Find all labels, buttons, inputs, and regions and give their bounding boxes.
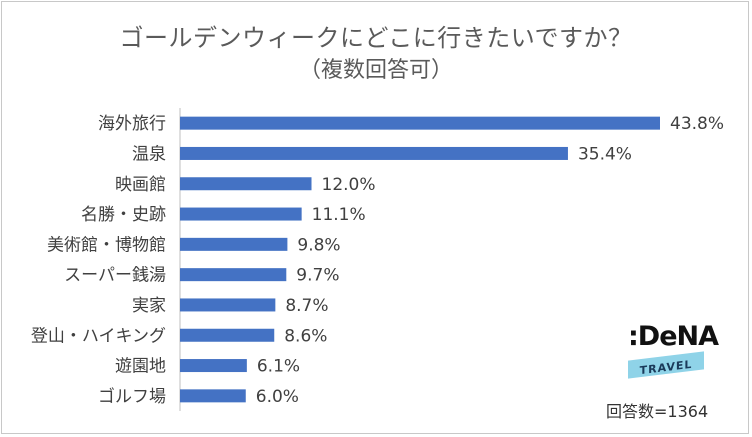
category-label: スーパー銭湯: [64, 266, 166, 286]
category-label: 温泉: [132, 144, 166, 164]
chart-title: ゴールデンウィークにどこに行きたいですか？: [119, 24, 633, 52]
data-label: 9.7%: [296, 266, 339, 286]
category-label: 海外旅行: [98, 114, 166, 134]
data-label: 12.0%: [322, 175, 376, 195]
logo-band: TRAVEL: [628, 351, 704, 379]
data-label: 9.8%: [297, 235, 340, 255]
bar: [180, 146, 568, 160]
category-label: 遊園地: [115, 357, 166, 377]
logo-wordmark: :DeNA: [628, 321, 719, 352]
bar: [180, 237, 288, 251]
data-label: 8.6%: [284, 326, 327, 346]
data-label: 6.0%: [256, 387, 299, 407]
category-label: ゴルフ場: [98, 386, 166, 407]
bar: [180, 116, 660, 130]
bar: [180, 298, 276, 312]
bar: [180, 389, 246, 403]
category-label: 美術館・博物館: [47, 235, 166, 255]
logo-band-text: TRAVEL: [639, 357, 693, 378]
data-label: 11.1%: [312, 205, 366, 225]
bar: [180, 328, 275, 342]
bar: [180, 268, 287, 282]
bar: [180, 207, 302, 221]
bar: [180, 177, 312, 191]
data-label: 43.8%: [670, 114, 724, 134]
dena-travel-logo: :DeNA TRAVEL: [628, 321, 719, 379]
chart-subtitle: （複数回答可）: [298, 58, 453, 83]
category-label: 名勝・史跡: [81, 205, 166, 225]
category-label: 映画館: [115, 175, 166, 195]
data-label: 35.4%: [578, 144, 632, 164]
data-label: 6.1%: [257, 357, 300, 377]
response-count: 回答数=1364: [606, 402, 709, 421]
bar: [180, 359, 247, 373]
category-label: 登山・ハイキング: [31, 326, 166, 346]
category-label: 実家: [132, 296, 166, 316]
data-label: 8.7%: [285, 296, 328, 316]
